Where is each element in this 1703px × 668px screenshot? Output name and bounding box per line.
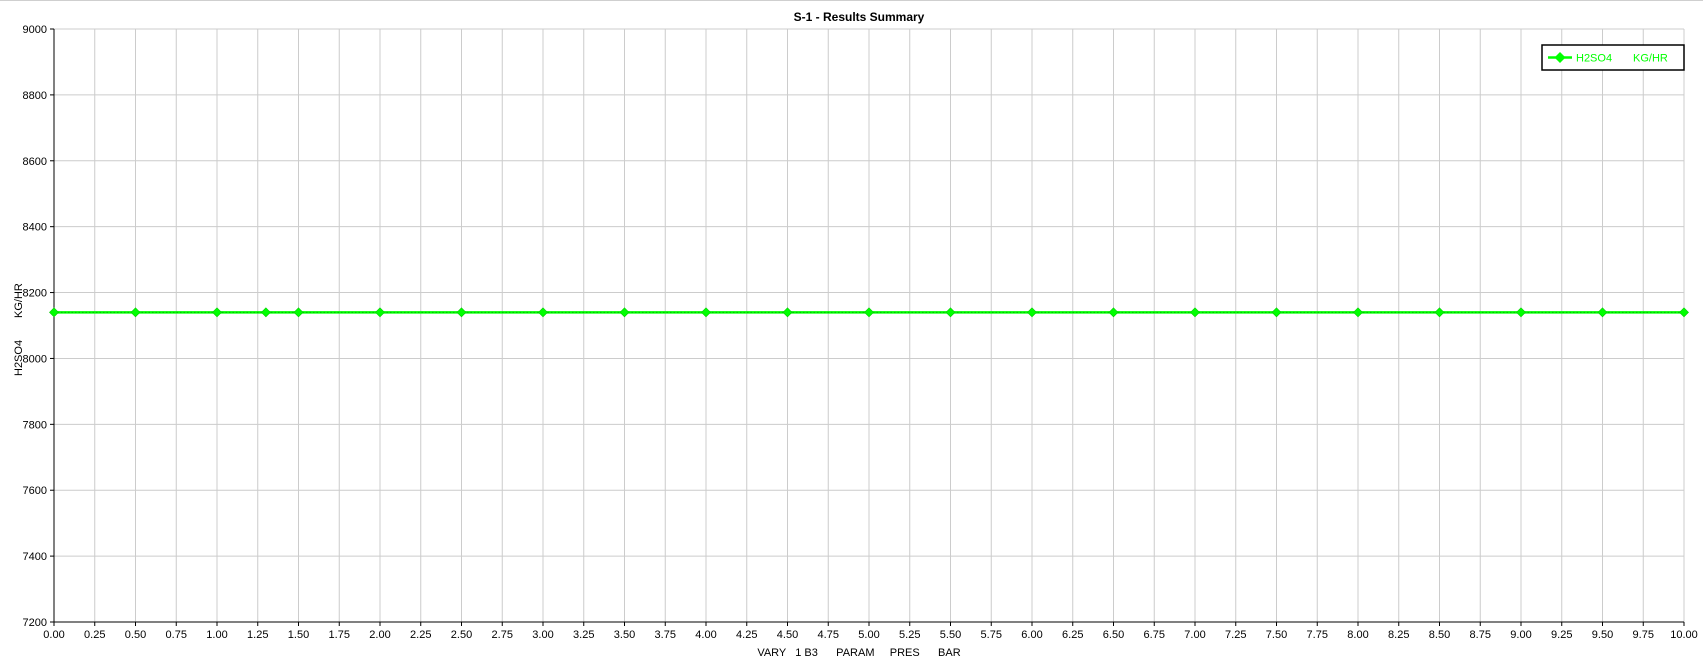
x-tick-label: 9.75 bbox=[1633, 629, 1654, 641]
y-tick-labels: 7200 7400 7600 7800 8000 8200 8400 8600 8800 9000 bbox=[23, 24, 47, 629]
data-point-marker[interactable] bbox=[619, 307, 630, 318]
chart-title: S-1 - Results Summary bbox=[794, 10, 925, 24]
data-point-marker[interactable] bbox=[375, 307, 385, 318]
x-tick-label: 8.25 bbox=[1388, 629, 1409, 641]
y-tick-label: 8400 bbox=[23, 222, 47, 234]
data-point-marker[interactable] bbox=[1271, 307, 1282, 318]
x-axis-label: VARY 1 B3 PARAM PRES BAR bbox=[757, 647, 960, 659]
data-point-marker[interactable] bbox=[49, 307, 59, 318]
data-point-marker[interactable] bbox=[1597, 307, 1608, 318]
legend-series-unit: KG/HR bbox=[1633, 53, 1668, 65]
x-tick-label: 3.50 bbox=[614, 629, 635, 641]
x-tick-label: 5.25 bbox=[899, 629, 920, 641]
y-tick-label: 8000 bbox=[23, 353, 47, 365]
y-tick-label: 7400 bbox=[23, 551, 47, 563]
x-tick-label: 4.50 bbox=[777, 629, 798, 641]
x-tick-label: 10.00 bbox=[1670, 629, 1698, 641]
x-tick-label: 4.00 bbox=[695, 629, 716, 641]
x-tick-label: 3.00 bbox=[532, 629, 553, 641]
x-tick-label: 3.75 bbox=[655, 629, 676, 641]
grid bbox=[53, 28, 1685, 623]
y-tick-label: 8600 bbox=[23, 156, 47, 168]
x-tick-label: 6.25 bbox=[1062, 629, 1083, 641]
x-tick-label: 4.75 bbox=[818, 629, 839, 641]
y-tick-label: 7800 bbox=[23, 419, 47, 431]
axes bbox=[50, 28, 1685, 626]
x-tick-label: 0.75 bbox=[166, 629, 187, 641]
x-tick-label: 9.00 bbox=[1510, 629, 1531, 641]
x-tick-label: 6.00 bbox=[1021, 629, 1042, 641]
data-point-marker[interactable] bbox=[945, 307, 956, 318]
data-point-marker[interactable] bbox=[1027, 307, 1037, 318]
data-point-marker[interactable] bbox=[456, 307, 467, 318]
x-tick-label: 7.50 bbox=[1266, 629, 1287, 641]
y-tick-label: 7200 bbox=[23, 617, 47, 629]
x-tick-label: 5.75 bbox=[981, 629, 1002, 641]
x-tick-label: 0.50 bbox=[125, 629, 146, 641]
x-tick-label: 2.25 bbox=[410, 629, 431, 641]
legend[interactable]: H2SO4 KG/HR bbox=[1541, 44, 1685, 71]
x-tick-label: 5.00 bbox=[858, 629, 879, 641]
x-tick-label: 1.50 bbox=[288, 629, 309, 641]
data-point-marker[interactable] bbox=[260, 307, 271, 318]
x-tick-label: 7.75 bbox=[1307, 629, 1328, 641]
x-tick-label: 8.50 bbox=[1429, 629, 1450, 641]
x-tick-label: 1.00 bbox=[206, 629, 227, 641]
x-tick-label: 2.00 bbox=[369, 629, 390, 641]
y-tick-label: 7600 bbox=[23, 485, 47, 497]
data-point-marker[interactable] bbox=[1679, 307, 1689, 318]
x-tick-label: 0.00 bbox=[43, 629, 64, 641]
x-tick-label: 0.25 bbox=[84, 629, 105, 641]
x-tick-label: 9.25 bbox=[1551, 629, 1572, 641]
x-tick-label: 8.00 bbox=[1347, 629, 1368, 641]
data-point-marker[interactable] bbox=[293, 307, 304, 318]
y-axis-label-unit: KG/HR bbox=[13, 283, 25, 318]
data-point-marker[interactable] bbox=[130, 307, 141, 318]
x-tick-label: 1.75 bbox=[329, 629, 350, 641]
series-layer bbox=[49, 307, 1689, 318]
x-tick-label: 9.50 bbox=[1592, 629, 1613, 641]
x-tick-label: 2.75 bbox=[492, 629, 513, 641]
data-point-marker[interactable] bbox=[212, 307, 222, 318]
x-tick-labels: 0.00 0.25 0.50 0.75 1.00 1.25 1.50 1.75 2.00 2.25… bbox=[43, 629, 1697, 641]
data-point-marker[interactable] bbox=[782, 307, 793, 318]
x-tick-label: 8.75 bbox=[1470, 629, 1491, 641]
legend-series-name: H2SO4 bbox=[1576, 53, 1612, 65]
x-tick-label: 5.50 bbox=[940, 629, 961, 641]
data-point-marker[interactable] bbox=[1190, 307, 1200, 318]
y-tick-label: 9000 bbox=[23, 24, 47, 36]
x-tick-label: 2.50 bbox=[451, 629, 472, 641]
data-point-marker[interactable] bbox=[701, 307, 711, 318]
x-tick-label: 7.25 bbox=[1225, 629, 1246, 641]
y-axis-label-quantity: H2SO4 bbox=[13, 340, 25, 376]
x-tick-label: 6.50 bbox=[1103, 629, 1124, 641]
data-point-marker[interactable] bbox=[538, 307, 548, 318]
data-point-marker[interactable] bbox=[1353, 307, 1363, 318]
data-point-marker[interactable] bbox=[1516, 307, 1526, 318]
x-tick-label: 7.00 bbox=[1184, 629, 1205, 641]
data-point-marker[interactable] bbox=[1434, 307, 1445, 318]
y-tick-label: 8800 bbox=[23, 90, 47, 102]
data-point-marker[interactable] bbox=[864, 307, 874, 318]
x-tick-label: 1.25 bbox=[247, 629, 268, 641]
legend-swatch-marker bbox=[1554, 52, 1566, 63]
x-tick-label: 4.25 bbox=[736, 629, 757, 641]
y-tick-label: 8200 bbox=[23, 288, 47, 300]
x-tick-label: 6.75 bbox=[1144, 629, 1165, 641]
x-tick-label: 3.25 bbox=[573, 629, 594, 641]
data-point-marker[interactable] bbox=[1108, 307, 1119, 318]
